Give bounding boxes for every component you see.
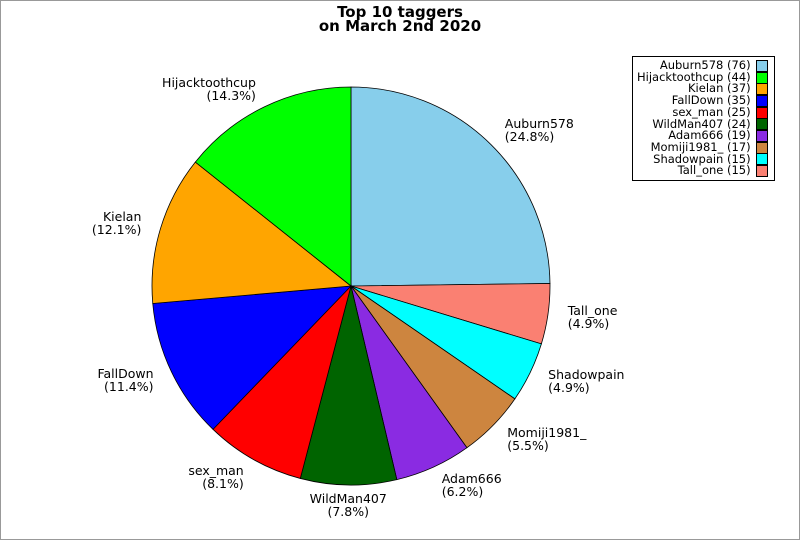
legend-label: Momiji1981_ (17) — [650, 139, 751, 154]
slice-label-hijacktoothcup: Hijacktoothcup (14.3%) — [162, 74, 256, 103]
legend-item-falldown: FallDown (35) — [637, 95, 770, 107]
legend-color-swatch — [755, 118, 768, 131]
legend-item-hijacktoothcup: Hijacktoothcup (44) — [637, 69, 770, 84]
chart-title-line1: Top 10 taggers — [337, 3, 463, 21]
legend-item-shadowpain: Shadowpain (15) — [637, 151, 770, 166]
legend-label: Kielan (37) — [688, 81, 751, 96]
legend-item-wildman407: WildMan407 (24) — [637, 116, 770, 131]
pie-slice-falldown — [152, 285, 353, 430]
slice-label-falldown: FallDown (11.4%) — [97, 366, 154, 395]
slice-label-auburn578: Auburn578 (24.8%) — [504, 116, 574, 145]
legend-box: Auburn578 (76) Hijacktoothcup (44) Kielan … — [632, 56, 775, 181]
legend-item-adam666: Adam666 (19) — [637, 130, 770, 142]
legend-color-swatch — [755, 94, 768, 107]
legend-item-tall_one: Tall_one (15) — [637, 163, 770, 178]
legend-color-swatch — [755, 71, 768, 84]
pie-slice-auburn578 — [350, 86, 551, 287]
slice-label-momiji1981_: Momiji1981_ (5.5%) — [507, 425, 587, 454]
slice-label-kielan: Kielan (12.1%) — [91, 208, 142, 237]
pie-slice-kielan — [151, 161, 353, 304]
legend-label: Tall_one (15) — [677, 163, 751, 178]
legend-color-swatch — [755, 165, 768, 178]
legend-color-swatch — [755, 106, 768, 119]
legend-label: WildMan407 (24) — [652, 116, 751, 131]
legend-label: sex_man (25) — [672, 104, 751, 119]
legend-item-sex_man: sex_man (25) — [637, 104, 770, 119]
legend-color-swatch — [755, 129, 768, 142]
chart-title: Top 10 taggers on March 2nd 2020 — [1, 3, 799, 35]
pie-slice-wildman407 — [299, 285, 398, 486]
legend-color-swatch — [755, 141, 768, 154]
legend-color-swatch — [755, 59, 768, 72]
legend-color-swatch — [755, 153, 768, 166]
legend-item-momiji1981_: Momiji1981_ (17) — [637, 139, 770, 154]
legend-item-kielan: Kielan (37) — [637, 81, 770, 96]
legend-label: Auburn578 (76) — [659, 58, 751, 73]
slice-label-shadowpain: Shadowpain (4.9%) — [548, 367, 625, 396]
legend-label: FallDown (35) — [671, 93, 751, 108]
pie-slice-sex_man — [212, 284, 352, 479]
legend-label: Shadowpain (15) — [653, 151, 751, 166]
legend-color-swatch — [755, 83, 768, 96]
slice-label-adam666: Adam666 (6.2%) — [441, 471, 502, 500]
legend-item-auburn578: Auburn578 (76) — [637, 60, 770, 72]
slice-label-wildman407: WildMan407 (7.8%) — [309, 490, 387, 519]
slice-label-tall_one: Tall_one (4.9%) — [567, 302, 618, 331]
legend-label: Adam666 (19) — [668, 128, 751, 143]
chart-title-line2: on March 2nd 2020 — [318, 17, 482, 35]
slice-label-sex_man: sex_man (8.1%) — [188, 462, 244, 491]
pie-slice-hijacktoothcup — [194, 86, 352, 287]
legend-label: Hijacktoothcup (44) — [637, 69, 751, 84]
